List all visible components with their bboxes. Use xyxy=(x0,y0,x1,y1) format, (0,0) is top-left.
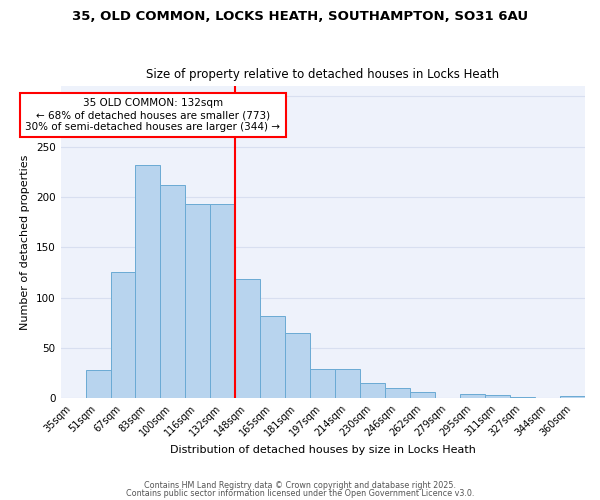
Bar xyxy=(160,185,185,398)
Bar xyxy=(286,333,310,398)
Bar xyxy=(86,370,110,398)
Text: 35 OLD COMMON: 132sqm
← 68% of detached houses are smaller (773)
30% of semi-det: 35 OLD COMMON: 132sqm ← 68% of detached … xyxy=(25,98,280,132)
Bar xyxy=(335,369,360,398)
Bar xyxy=(360,383,385,398)
Text: Contains HM Land Registry data © Crown copyright and database right 2025.: Contains HM Land Registry data © Crown c… xyxy=(144,481,456,490)
Bar xyxy=(260,316,286,398)
Bar xyxy=(560,396,585,398)
Bar xyxy=(485,396,510,398)
Bar xyxy=(185,204,211,398)
Bar xyxy=(310,369,335,398)
Bar xyxy=(211,204,235,398)
Bar xyxy=(460,394,485,398)
X-axis label: Distribution of detached houses by size in Locks Heath: Distribution of detached houses by size … xyxy=(170,445,476,455)
Y-axis label: Number of detached properties: Number of detached properties xyxy=(20,154,31,330)
Bar xyxy=(235,278,260,398)
Title: Size of property relative to detached houses in Locks Heath: Size of property relative to detached ho… xyxy=(146,68,499,81)
Bar xyxy=(410,392,435,398)
Text: 35, OLD COMMON, LOCKS HEATH, SOUTHAMPTON, SO31 6AU: 35, OLD COMMON, LOCKS HEATH, SOUTHAMPTON… xyxy=(72,10,528,23)
Text: Contains public sector information licensed under the Open Government Licence v3: Contains public sector information licen… xyxy=(126,488,474,498)
Bar xyxy=(110,272,136,398)
Bar xyxy=(136,165,160,398)
Bar xyxy=(385,388,410,398)
